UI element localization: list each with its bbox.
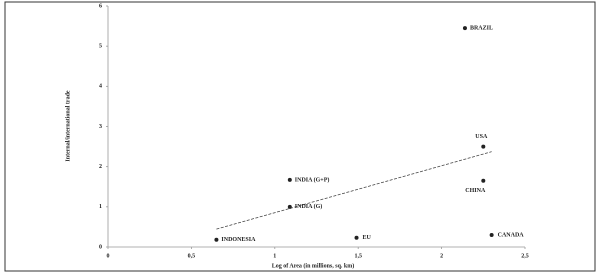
- point-label: INDIA (G): [295, 203, 323, 210]
- point: [489, 232, 494, 237]
- point-label: EU: [363, 235, 372, 241]
- point: [287, 177, 292, 182]
- point-label: USA: [475, 134, 488, 140]
- x-tick-label: 2: [440, 253, 443, 259]
- y-tick-label: 2: [99, 164, 102, 170]
- x-axis-label: Log of Area (in millions, sq. km): [272, 262, 355, 269]
- point: [462, 26, 467, 31]
- point: [287, 204, 292, 209]
- point-label: CHINA: [465, 188, 486, 194]
- y-tick-label: 0: [99, 244, 102, 250]
- frame: [4, 1, 596, 272]
- point: [214, 237, 219, 242]
- point: [481, 144, 486, 149]
- y-axis-label: Internal/international trade: [65, 90, 71, 161]
- x-tick-label: 0: [107, 253, 110, 259]
- y-tick-label: 3: [99, 124, 102, 130]
- x-tick-label: 1,5: [354, 253, 362, 259]
- x-tick-label: 1: [273, 253, 276, 259]
- point-label: CANADA: [498, 232, 525, 238]
- x-tick-label: 0,5: [188, 253, 196, 259]
- point-label: BRAZIL: [470, 25, 493, 31]
- x-tick-label: 2,5: [521, 253, 529, 259]
- y-tick-label: 4: [99, 84, 102, 90]
- y-tick-label: 1: [99, 204, 102, 210]
- point-label: INDIA (G+P): [295, 176, 330, 183]
- trendline: [216, 151, 492, 230]
- point-label: INDONESIA: [221, 237, 256, 243]
- y-tick-label: 6: [99, 3, 102, 9]
- point: [354, 235, 359, 240]
- point: [481, 178, 486, 183]
- y-tick-label: 5: [99, 44, 102, 50]
